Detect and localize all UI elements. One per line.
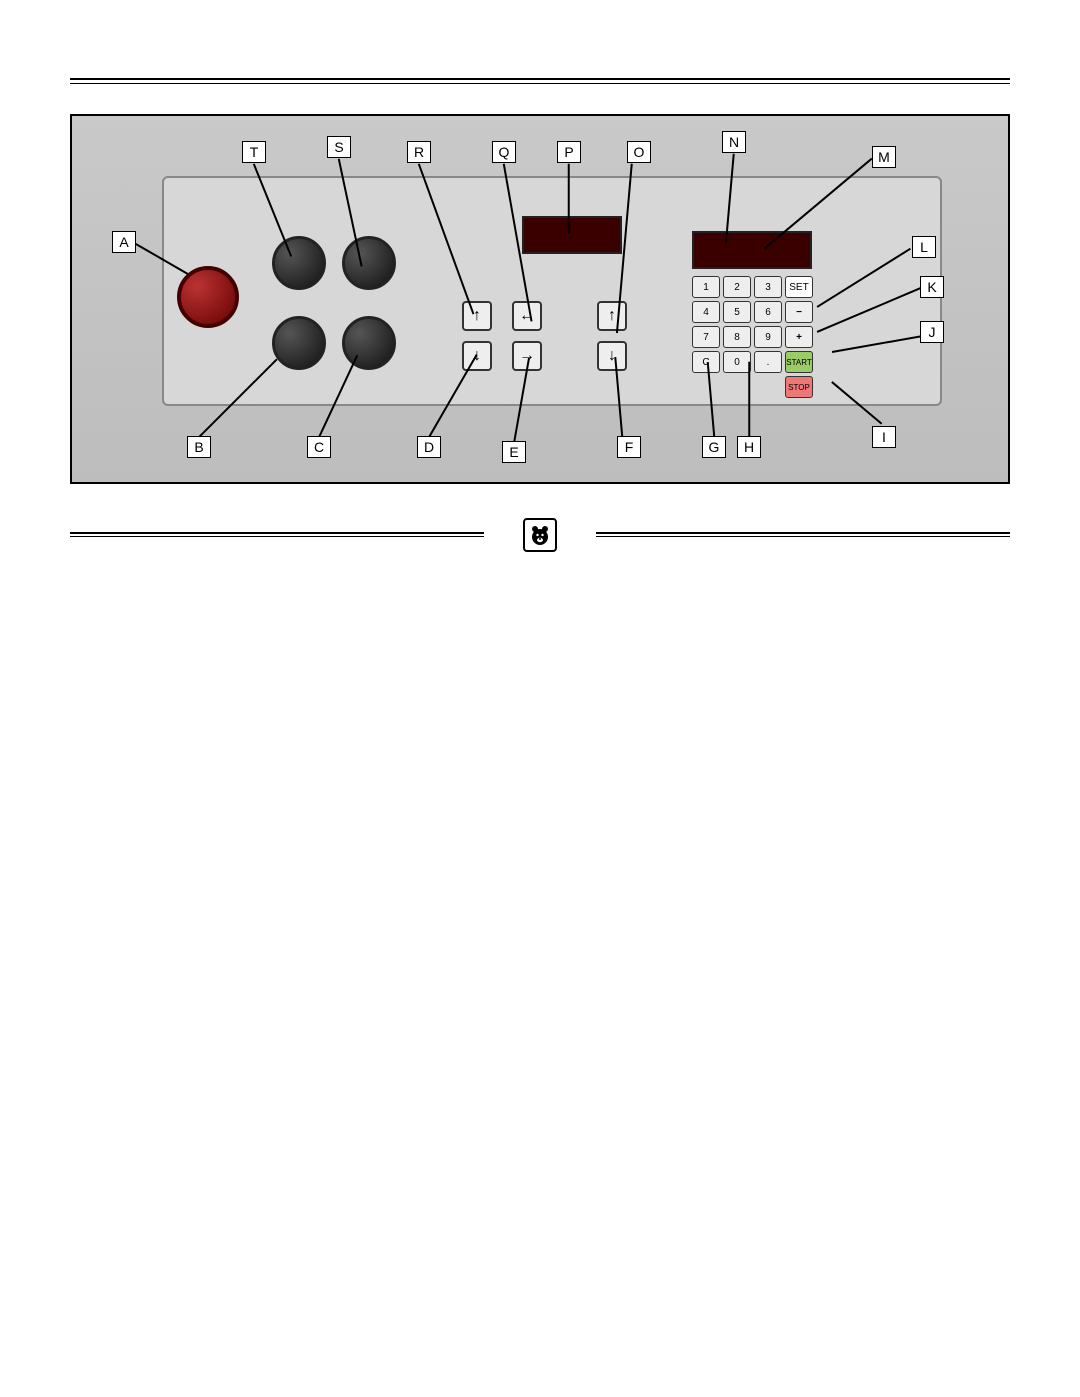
callout-D: D (417, 436, 441, 458)
callout-S: S (327, 136, 351, 158)
callout-I: I (872, 426, 896, 448)
key-start: START (785, 351, 813, 373)
callout-K: K (920, 276, 944, 298)
key-0: 0 (723, 351, 751, 373)
key-dot: . (754, 351, 782, 373)
footer-rule-left (70, 532, 484, 537)
main-blade-off-button (272, 316, 326, 370)
key-1: 1 (692, 276, 720, 298)
callout-F: F (617, 436, 641, 458)
key-7: 7 (692, 326, 720, 348)
key-minus: − (785, 301, 813, 323)
emergency-stop-button (177, 266, 239, 328)
scoring-up-key: ↑ (597, 301, 627, 331)
key-plus: + (785, 326, 813, 348)
footer-rule-right (596, 532, 1010, 537)
leader (748, 362, 750, 437)
main-blade-up-key: ↑ (462, 301, 492, 331)
panel-plate (162, 176, 942, 406)
angle-display (692, 231, 812, 269)
main-blade-down-key: ↓ (462, 341, 492, 371)
key-3: 3 (754, 276, 782, 298)
callout-L: L (912, 236, 936, 258)
leader (568, 164, 570, 234)
callout-B: B (187, 436, 211, 458)
key-2: 2 (723, 276, 751, 298)
callout-J: J (920, 321, 944, 343)
scoring-down-key: ↓ (597, 341, 627, 371)
title-rule (70, 78, 1010, 84)
callout-P: P (557, 141, 581, 163)
scoring-left-key: ← (512, 301, 542, 331)
key-5: 5 (723, 301, 751, 323)
callout-G: G (702, 436, 726, 458)
callout-C: C (307, 436, 331, 458)
key-8: 8 (723, 326, 751, 348)
callout-H: H (737, 436, 761, 458)
key-9: 9 (754, 326, 782, 348)
callout-A: A (112, 231, 136, 253)
key-4: 4 (692, 301, 720, 323)
scoring-blade-on-button (342, 236, 396, 290)
callout-Q: Q (492, 141, 516, 163)
callout-O: O (627, 141, 651, 163)
callout-N: N (722, 131, 746, 153)
figure-control-panel: ↑ ↓ ← → ↑ ↓ 1 2 3 SET 4 5 6 − 7 8 9 + C … (70, 114, 1010, 484)
footer-rule (70, 522, 1010, 552)
key-6: 6 (754, 301, 782, 323)
key-stop: STOP (785, 376, 813, 398)
callout-R: R (407, 141, 431, 163)
callout-T: T (242, 141, 266, 163)
bear-logo-icon (523, 518, 557, 552)
angle-keypad: 1 2 3 SET 4 5 6 − 7 8 9 + C 0 . START ST… (692, 276, 813, 398)
callout-E: E (502, 441, 526, 463)
main-blade-on-button (272, 236, 326, 290)
key-set: SET (785, 276, 813, 298)
scoring-blade-off-button (342, 316, 396, 370)
rpm-display (522, 216, 622, 254)
callout-M: M (872, 146, 896, 168)
